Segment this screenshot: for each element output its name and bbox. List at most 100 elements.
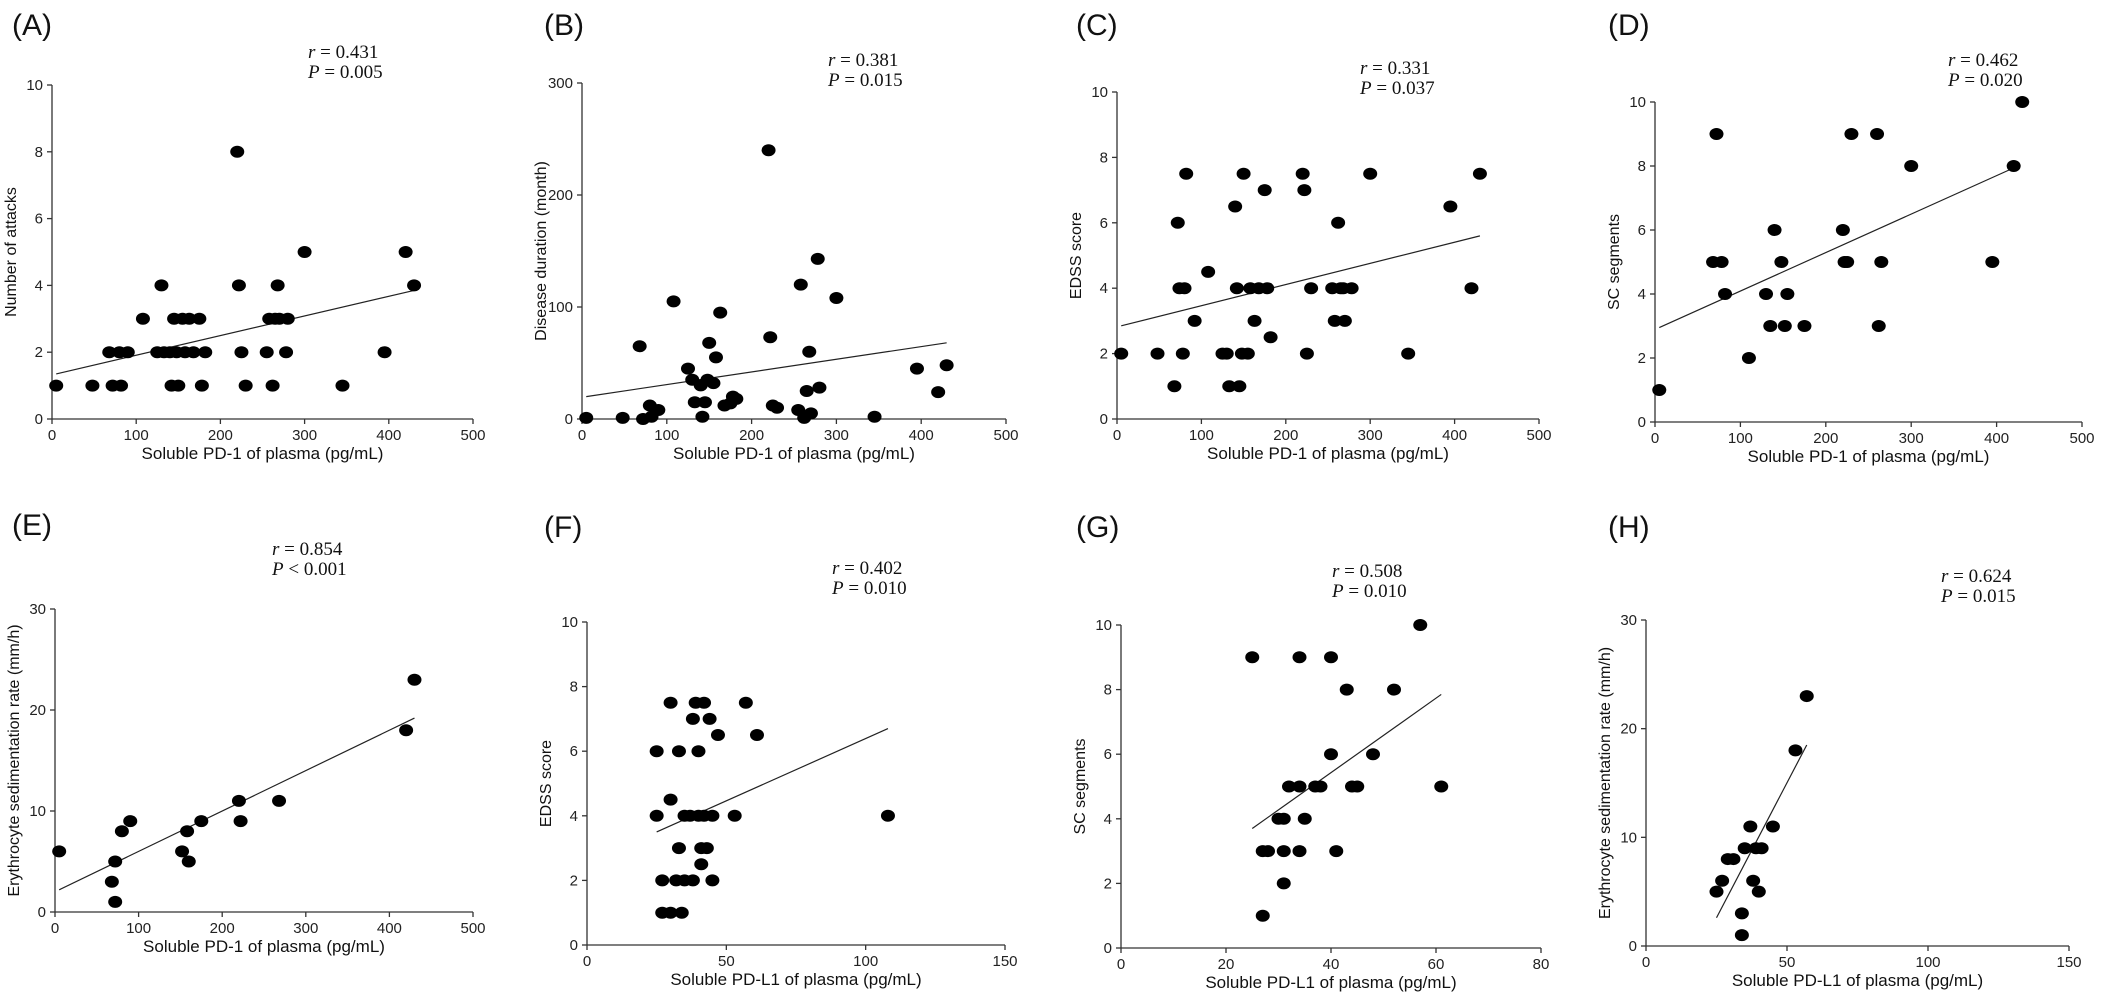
data-point bbox=[1765, 820, 1780, 833]
y-tick-label: 2 bbox=[570, 872, 578, 889]
data-point bbox=[1844, 128, 1859, 140]
data-point bbox=[1232, 380, 1247, 393]
panel-f: (F) 0 50 100 150 0 2 4 6 8 10 Soluble PD-L1 of plas… bbox=[532, 497, 1064, 994]
panel-d: (D) 0 100 200 300 400 500 0 2 4 6 8 10 Soluble PD-1 o… bbox=[1596, 0, 2128, 497]
scatter-chart: (H) 0 50 100 150 0 10 20 30 Soluble PD-L1 of plas… bbox=[1597, 511, 2082, 990]
correlation-r: r = 0.381 bbox=[828, 50, 898, 71]
x-tick-label: 300 bbox=[1899, 430, 1924, 447]
x-axis-title: Soluble PD-1 of plasma (pg/mL) bbox=[1207, 444, 1449, 463]
data-point bbox=[265, 379, 280, 392]
data-point bbox=[1754, 842, 1769, 855]
data-point bbox=[1261, 845, 1275, 858]
x-tick-label: 200 bbox=[208, 427, 233, 444]
x-tick-label: 100 bbox=[1728, 430, 1753, 447]
data-point bbox=[407, 673, 422, 686]
y-tick-label: 4 bbox=[1638, 286, 1646, 303]
x-axis-title: Soluble PD-L1 of plasma (pg/mL) bbox=[670, 970, 921, 989]
data-point bbox=[632, 340, 647, 353]
data-point bbox=[699, 842, 714, 855]
data-point bbox=[1434, 780, 1449, 793]
y-tick-label: 10 bbox=[1629, 94, 1646, 111]
data-point bbox=[175, 845, 190, 858]
data-point bbox=[702, 712, 717, 725]
data-point bbox=[702, 336, 717, 349]
y-axis-title: Number of attacks bbox=[3, 187, 20, 317]
data-point bbox=[1292, 845, 1307, 858]
x-tick-label: 500 bbox=[2069, 430, 2094, 447]
data-point bbox=[1276, 877, 1291, 890]
data-point bbox=[1324, 748, 1338, 761]
data-point bbox=[1763, 320, 1778, 332]
data-point bbox=[663, 793, 678, 806]
data-point bbox=[1179, 167, 1194, 180]
data-point bbox=[233, 815, 248, 828]
data-point bbox=[909, 362, 924, 375]
data-point bbox=[108, 855, 123, 868]
data-point bbox=[812, 381, 827, 394]
data-point bbox=[123, 815, 138, 828]
x-tick-label: 400 bbox=[909, 427, 934, 444]
p-value: P < 0.001 bbox=[271, 559, 347, 580]
regression-line bbox=[56, 289, 415, 375]
data-point bbox=[135, 312, 150, 325]
scatter-chart: (D) 0 100 200 300 400 500 0 2 4 6 8 10 Soluble PD-1 o… bbox=[1606, 9, 2095, 466]
x-tick-label: 0 bbox=[583, 953, 591, 970]
data-point bbox=[1282, 780, 1296, 793]
data-point bbox=[1263, 331, 1278, 344]
scatter-chart: (F) 0 50 100 150 0 2 4 6 8 10 Soluble PD-L1 of plas… bbox=[538, 511, 1018, 989]
y-axis-title: Disease duration (month) bbox=[533, 161, 550, 341]
data-point bbox=[802, 345, 817, 358]
x-tick-label: 300 bbox=[1358, 427, 1383, 444]
data-point bbox=[738, 696, 753, 709]
data-point bbox=[407, 279, 422, 292]
data-point bbox=[114, 825, 129, 838]
p-value: P = 0.010 bbox=[831, 578, 907, 599]
y-tick-label: 2 bbox=[1100, 346, 1108, 363]
x-tick-label: 100 bbox=[654, 427, 679, 444]
y-tick-label: 6 bbox=[35, 211, 43, 228]
data-point bbox=[763, 331, 778, 344]
data-point bbox=[1874, 256, 1889, 268]
data-point bbox=[1774, 256, 1789, 268]
scatter-chart: (G) 0 20 40 60 80 0 2 4 6 8 10 Soluble PD-L1 of plas… bbox=[1072, 511, 1549, 992]
y-tick-label: 300 bbox=[548, 75, 573, 92]
x-axis-title: Soluble PD-1 of plasma (pg/mL) bbox=[142, 444, 384, 463]
data-point bbox=[1292, 651, 1307, 664]
y-tick-label: 200 bbox=[548, 187, 573, 204]
data-point bbox=[1714, 256, 1729, 268]
data-point bbox=[1297, 812, 1312, 825]
data-point bbox=[1652, 384, 1667, 396]
x-tick-label: 100 bbox=[126, 920, 151, 937]
data-point bbox=[2006, 160, 2021, 172]
x-tick-label: 0 bbox=[1117, 956, 1125, 973]
data-point bbox=[727, 809, 742, 822]
data-point bbox=[1297, 184, 1312, 197]
x-tick-label: 100 bbox=[1915, 954, 1940, 971]
data-point bbox=[1904, 160, 1919, 172]
data-point bbox=[1835, 224, 1850, 236]
y-tick-label: 6 bbox=[1104, 746, 1112, 763]
p-value: P = 0.015 bbox=[827, 70, 903, 91]
panel-label: (C) bbox=[1076, 9, 1118, 42]
data-point bbox=[1114, 347, 1129, 360]
data-point bbox=[663, 696, 678, 709]
data-point bbox=[1751, 885, 1766, 898]
x-tick-label: 200 bbox=[210, 920, 235, 937]
y-tick-label: 30 bbox=[1620, 612, 1637, 629]
data-point bbox=[880, 809, 895, 822]
data-point bbox=[655, 874, 670, 887]
panel-label: (F) bbox=[544, 511, 582, 544]
y-tick-label: 2 bbox=[1638, 350, 1646, 367]
data-point bbox=[579, 411, 594, 424]
data-point bbox=[1350, 780, 1365, 793]
data-point bbox=[1295, 167, 1310, 180]
data-point bbox=[674, 906, 689, 919]
panel-b: (B) 0 100 200 300 400 500 0 100 200 300 Soluble PD-… bbox=[532, 0, 1064, 497]
data-point bbox=[194, 815, 209, 828]
panel-label: (H) bbox=[1608, 511, 1650, 544]
y-axis-title: EDSS score bbox=[1068, 212, 1085, 299]
data-point bbox=[1767, 224, 1782, 236]
y-axis-title: SC segments bbox=[1606, 214, 1623, 310]
data-point bbox=[280, 312, 295, 325]
data-point bbox=[803, 407, 818, 420]
